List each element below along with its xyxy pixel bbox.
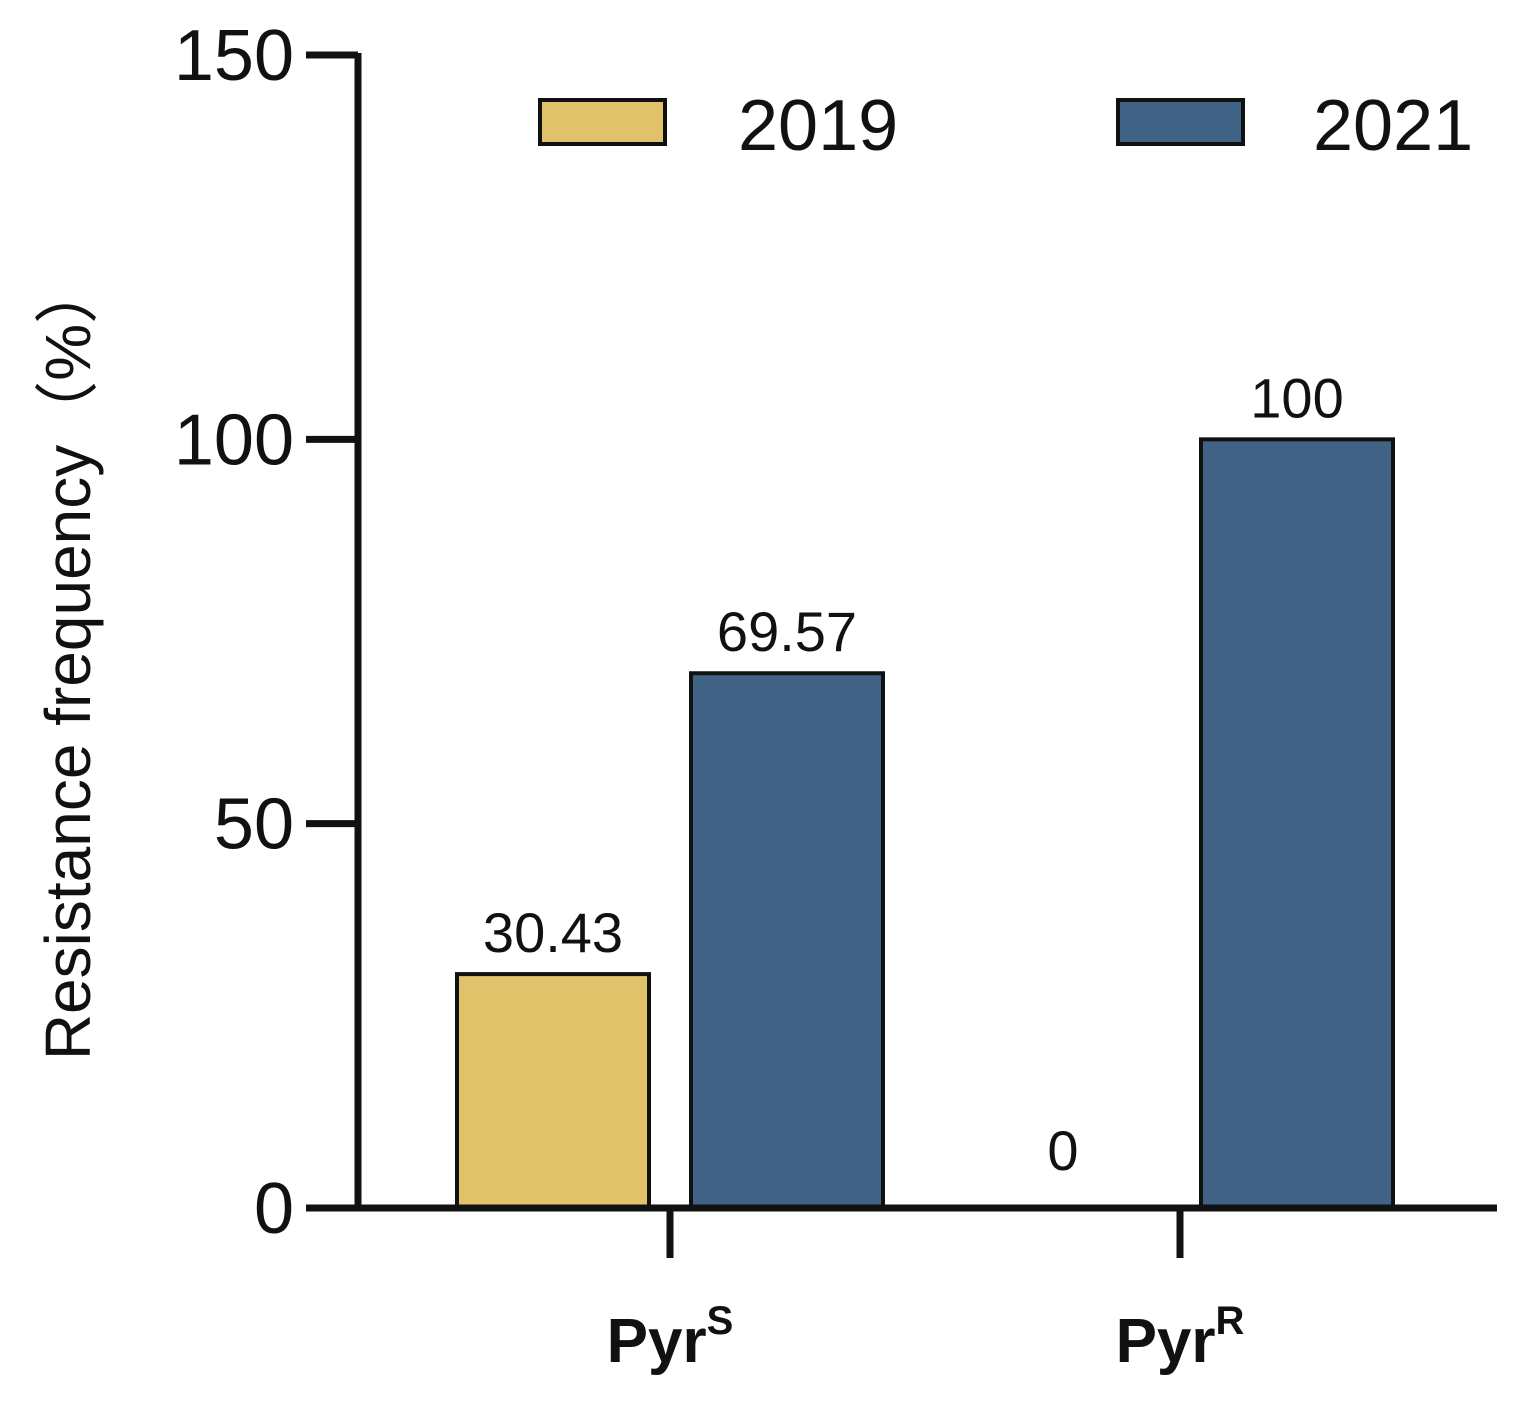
data-label-2019-2: 0 <box>1047 1119 1078 1182</box>
legend: 2019 2021 <box>538 86 1473 166</box>
category-base: Pyr <box>1116 1307 1216 1376</box>
bar-2021-2 <box>1199 437 1395 1211</box>
x-category-label-1: PyrS <box>607 1299 734 1376</box>
data-label-2021-2: 100 <box>1250 366 1343 429</box>
y-tick-label-50: 50 <box>214 785 294 865</box>
y-axis-title: Resistance frequency（%） <box>32 260 104 1060</box>
bars: 30.43 0 69.57 100 <box>455 366 1395 1211</box>
legend-swatch-2021 <box>1116 98 1245 146</box>
y-tick-label-150: 150 <box>174 16 294 96</box>
category-superscript: S <box>707 1299 734 1343</box>
data-label-2021-1: 69.57 <box>717 600 857 663</box>
y-tick-label-100: 100 <box>174 400 294 480</box>
x-category-label-2: PyrR <box>1116 1299 1245 1376</box>
category-superscript: R <box>1216 1299 1245 1343</box>
data-label-2019-1: 30.43 <box>483 901 623 964</box>
y-tick-label-0: 0 <box>254 1169 294 1249</box>
legend-label-2019: 2019 <box>738 86 898 166</box>
bar-2021-1 <box>689 671 885 1210</box>
legend-label-2021: 2021 <box>1313 86 1473 166</box>
y-axis-title-group: Resistance frequency（%） <box>32 260 104 1060</box>
bar-2019-1 <box>455 972 651 1210</box>
legend-swatch-2019 <box>538 98 667 146</box>
category-base: Pyr <box>607 1307 707 1376</box>
